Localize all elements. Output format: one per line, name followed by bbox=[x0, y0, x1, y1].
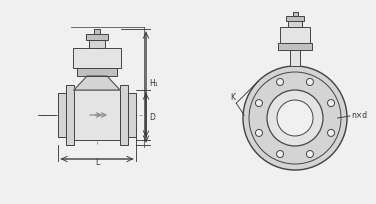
Bar bbox=[278, 43, 312, 50]
Bar bbox=[89, 40, 105, 48]
Circle shape bbox=[267, 90, 323, 146]
Bar bbox=[286, 16, 304, 21]
Circle shape bbox=[306, 79, 314, 85]
Bar bbox=[74, 90, 120, 140]
Bar bbox=[120, 85, 128, 145]
Text: D: D bbox=[149, 112, 155, 122]
Circle shape bbox=[306, 151, 314, 157]
Circle shape bbox=[255, 100, 262, 106]
Circle shape bbox=[277, 100, 313, 136]
Circle shape bbox=[277, 79, 284, 85]
Bar bbox=[66, 85, 74, 145]
Text: L: L bbox=[95, 158, 99, 167]
Bar bbox=[293, 12, 297, 16]
Bar bbox=[128, 93, 136, 137]
Circle shape bbox=[277, 151, 284, 157]
Bar bbox=[58, 93, 66, 137]
Bar bbox=[280, 27, 310, 43]
Bar bbox=[86, 34, 108, 40]
Bar bbox=[288, 21, 302, 27]
Text: H₁: H₁ bbox=[149, 79, 158, 88]
Bar bbox=[290, 50, 300, 66]
Text: K: K bbox=[230, 93, 235, 102]
Bar bbox=[94, 29, 100, 34]
Bar bbox=[73, 48, 121, 68]
Circle shape bbox=[327, 100, 335, 106]
Text: n×d: n×d bbox=[351, 112, 367, 121]
Circle shape bbox=[327, 129, 335, 136]
Bar bbox=[77, 68, 117, 76]
Circle shape bbox=[243, 66, 347, 170]
Polygon shape bbox=[74, 76, 120, 90]
Circle shape bbox=[255, 129, 262, 136]
